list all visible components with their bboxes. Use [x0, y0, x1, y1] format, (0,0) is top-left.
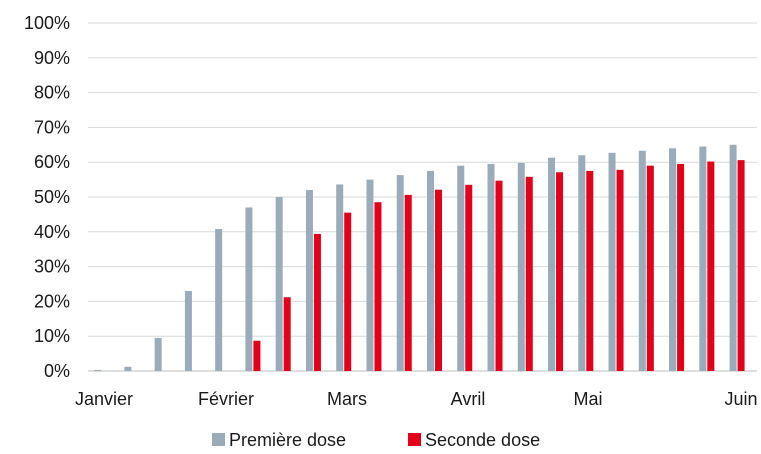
bar-premiere-dose: [608, 152, 616, 371]
bar-premiere-dose: [487, 163, 495, 371]
bar-premiere-dose: [154, 337, 162, 371]
bar-premiere-dose: [184, 290, 192, 371]
bar-premiere-dose: [638, 150, 646, 371]
bar-seconde-dose: [707, 161, 715, 371]
legend-label-premiere-dose: Première dose: [229, 430, 346, 450]
bars: [94, 144, 745, 371]
bar-premiere-dose: [548, 157, 556, 371]
y-tick-label: 0%: [44, 361, 70, 381]
bar-seconde-dose: [344, 212, 352, 371]
y-tick-label: 90%: [34, 48, 70, 68]
bar-premiere-dose: [94, 369, 102, 371]
bar-premiere-dose: [426, 170, 434, 371]
x-tick-label: Mai: [573, 389, 602, 409]
bar-premiere-dose: [729, 144, 737, 371]
bar-premiere-dose: [517, 162, 525, 371]
y-tick-label: 40%: [34, 222, 70, 242]
bar-premiere-dose: [699, 146, 707, 371]
bar-premiere-dose: [669, 148, 677, 371]
x-tick-label: Mars: [327, 389, 367, 409]
bar-seconde-dose: [434, 189, 442, 371]
legend: Première dose Seconde dose: [212, 430, 540, 450]
gridlines: [88, 22, 757, 372]
bar-premiere-dose: [396, 175, 404, 371]
bar-seconde-dose: [556, 172, 564, 371]
bar-premiere-dose: [578, 155, 586, 371]
bar-seconde-dose: [525, 176, 533, 371]
legend-swatch-seconde-dose: [408, 433, 421, 446]
x-tick-label: Janvier: [75, 389, 133, 409]
x-axis-tick-labels: Janvier Février Mars Avril Mai Juin: [75, 389, 758, 409]
y-tick-label: 50%: [34, 187, 70, 207]
bar-seconde-dose: [677, 163, 685, 371]
y-tick-label: 80%: [34, 83, 70, 103]
bar-premiere-dose: [215, 229, 223, 371]
bar-premiere-dose: [457, 165, 465, 371]
legend-swatch-premiere-dose: [212, 433, 225, 446]
y-axis-tick-labels: 0% 10% 20% 30% 40% 50% 60% 70% 80% 90% 100%: [24, 13, 70, 381]
bar-seconde-dose: [586, 170, 594, 371]
y-tick-label: 20%: [34, 291, 70, 311]
x-tick-label: Juin: [724, 389, 757, 409]
y-tick-label: 100%: [24, 13, 70, 33]
bar-premiere-dose: [336, 184, 344, 371]
bar-seconde-dose: [616, 169, 624, 371]
bar-premiere-dose: [305, 190, 313, 371]
bar-premiere-dose: [275, 197, 283, 371]
bar-seconde-dose: [646, 165, 654, 371]
y-tick-label: 60%: [34, 152, 70, 172]
bar-premiere-dose: [245, 207, 253, 371]
bar-premiere-dose: [366, 179, 374, 371]
x-tick-label: Février: [198, 389, 254, 409]
bar-seconde-dose: [283, 297, 291, 371]
y-tick-label: 10%: [34, 326, 70, 346]
bar-seconde-dose: [737, 160, 745, 371]
bar-seconde-dose: [253, 340, 261, 371]
legend-label-seconde-dose: Seconde dose: [425, 430, 540, 450]
bar-seconde-dose: [465, 184, 473, 371]
bar-seconde-dose: [374, 202, 382, 371]
bar-seconde-dose: [495, 180, 503, 371]
bar-seconde-dose: [404, 194, 412, 371]
bar-seconde-dose: [313, 233, 321, 371]
bar-premiere-dose: [124, 366, 132, 371]
y-tick-label: 30%: [34, 257, 70, 277]
x-tick-label: Avril: [451, 389, 486, 409]
y-tick-label: 70%: [34, 117, 70, 137]
